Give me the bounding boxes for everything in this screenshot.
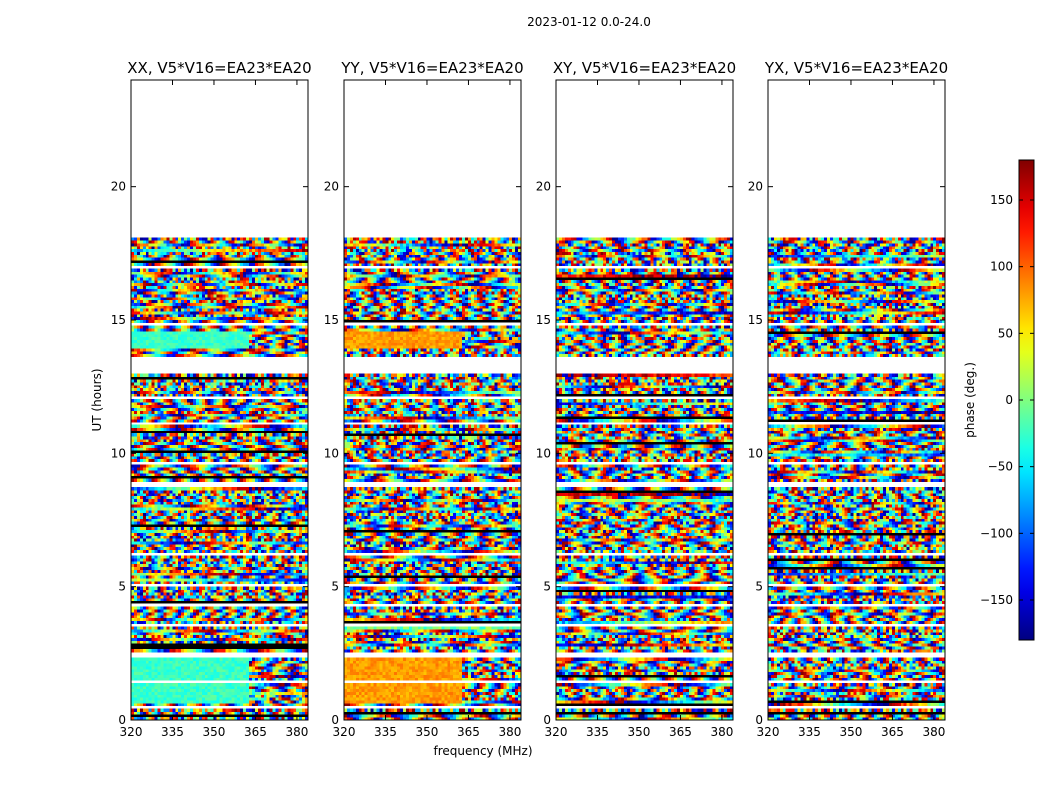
panel-title: YX, V5*V16=EA23*EA20 <box>764 59 948 77</box>
figure-suptitle: 2023-01-12 0.0-24.0 <box>527 15 651 29</box>
y-tick-label: 10 <box>111 446 126 460</box>
x-tick-label: 365 <box>457 725 480 739</box>
x-tick-label: 335 <box>161 725 184 739</box>
colorbar-tick-label: −50 <box>988 460 1013 474</box>
x-tick-label: 320 <box>545 725 568 739</box>
x-tick-label: 320 <box>120 725 143 739</box>
y-tick-label: 10 <box>748 446 763 460</box>
heatmap-cells <box>768 237 945 720</box>
heatmap-cells <box>556 237 733 720</box>
panel-4: YX, V5*V16=EA23*EA20 320 335 350 365 380 0 5 10 1… <box>748 59 948 739</box>
colorbar-label: phase (deg.) <box>963 362 977 438</box>
colorbar-tick-label: −150 <box>980 593 1013 607</box>
x-tick-label: 380 <box>285 725 308 739</box>
panel-2: YY, V5*V16=EA23*EA20 320 335 350 365 380 0 5 10 1… <box>324 59 524 739</box>
y-tick-label: 0 <box>118 713 126 727</box>
panel-title: YY, V5*V16=EA23*EA20 <box>340 59 523 77</box>
x-axis-label: frequency (MHz) <box>433 744 532 758</box>
y-axis-label: UT (hours) <box>90 368 104 431</box>
x-tick-label: 350 <box>416 725 439 739</box>
colorbar-tick-label: 150 <box>990 193 1013 207</box>
panel-frame <box>130 79 309 721</box>
y-tick-label: 0 <box>755 713 763 727</box>
colorbar: −150 −100 −50 0 50 100 150 <box>980 159 1035 641</box>
panel-frame <box>343 79 522 721</box>
panel-3: XY, V5*V16=EA23*EA20 320 335 350 365 380 0 5 10 1… <box>536 59 736 739</box>
y-tick-label: 5 <box>118 580 126 594</box>
x-tick-label: 380 <box>710 725 733 739</box>
x-tick-label: 365 <box>669 725 692 739</box>
x-tick-label: 335 <box>586 725 609 739</box>
y-tick-label: 0 <box>331 713 339 727</box>
y-tick-label: 15 <box>536 313 551 327</box>
panel-1: XX, V5*V16=EA23*EA20 320 335 350 365 380 0 5 10 1… <box>111 59 312 739</box>
x-tick-label: 335 <box>798 725 821 739</box>
x-tick-label: 365 <box>244 725 267 739</box>
x-tick-label: 365 <box>881 725 904 739</box>
y-tick-label: 10 <box>324 446 339 460</box>
y-tick-label: 15 <box>324 313 339 327</box>
y-tick-label: 5 <box>331 580 339 594</box>
y-tick-label: 15 <box>111 313 126 327</box>
x-tick-label: 350 <box>203 725 226 739</box>
colorbar-tick-label: −100 <box>980 526 1013 540</box>
panel-title: XY, V5*V16=EA23*EA20 <box>553 59 736 77</box>
panel-title: XX, V5*V16=EA23*EA20 <box>127 59 311 77</box>
x-tick-label: 320 <box>757 725 780 739</box>
x-tick-label: 350 <box>840 725 863 739</box>
x-tick-label: 380 <box>922 725 945 739</box>
x-tick-label: 380 <box>498 725 521 739</box>
y-tick-label: 10 <box>536 446 551 460</box>
y-tick-label: 20 <box>748 180 763 194</box>
y-tick-label: 5 <box>543 580 551 594</box>
x-tick-label: 335 <box>374 725 397 739</box>
panels-group: XX, V5*V16=EA23*EA20 320 335 350 365 380 0 5 10 1… <box>111 59 948 739</box>
panel-frame <box>767 79 946 721</box>
y-tick-label: 15 <box>748 313 763 327</box>
colorbar-tick-label: 50 <box>998 326 1013 340</box>
heatmap-cells <box>344 237 521 720</box>
heatmap-cells <box>131 237 308 720</box>
colorbar-tick-label: 0 <box>1005 393 1013 407</box>
colorbar-gradient <box>1019 160 1034 640</box>
x-tick-label: 350 <box>628 725 651 739</box>
y-tick-label: 20 <box>111 180 126 194</box>
y-tick-label: 20 <box>536 180 551 194</box>
y-tick-label: 0 <box>543 713 551 727</box>
x-tick-label: 320 <box>333 725 356 739</box>
y-tick-label: 5 <box>755 580 763 594</box>
y-tick-label: 20 <box>324 180 339 194</box>
colorbar-tick-label: 100 <box>990 260 1013 274</box>
panel-frame <box>555 79 734 721</box>
